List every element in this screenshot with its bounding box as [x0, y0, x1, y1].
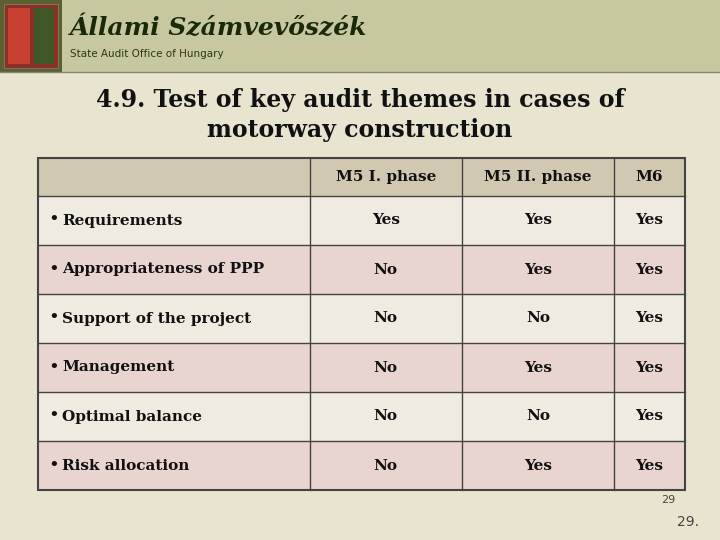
Bar [38, 441, 685, 490]
Text: •: • [48, 359, 59, 376]
Text: Support of the project: Support of the project [62, 312, 251, 326]
Text: No: No [526, 409, 550, 423]
Text: •: • [48, 212, 59, 230]
Text: Yes: Yes [636, 262, 663, 276]
Text: Yes: Yes [524, 262, 552, 276]
Text: •: • [48, 456, 59, 475]
Text: Risk allocation: Risk allocation [62, 458, 189, 472]
Bar [0, 0, 62, 72]
Bar [38, 245, 685, 294]
Text: Yes: Yes [636, 458, 663, 472]
Text: 29.: 29. [677, 515, 699, 529]
Text: Yes: Yes [524, 213, 552, 227]
Text: Yes: Yes [636, 409, 663, 423]
Text: •: • [48, 408, 59, 426]
Text: 4.9. Test of key audit themes in cases of: 4.9. Test of key audit themes in cases o… [96, 88, 624, 112]
Text: Yes: Yes [636, 312, 663, 326]
Text: Yes: Yes [636, 361, 663, 375]
Text: No: No [374, 458, 397, 472]
Text: M6: M6 [636, 170, 663, 184]
Text: No: No [374, 361, 397, 375]
Text: Yes: Yes [524, 361, 552, 375]
Bar [38, 343, 685, 392]
Bar [38, 294, 685, 343]
Text: Yes: Yes [372, 213, 400, 227]
Bar [38, 158, 685, 196]
Text: •: • [48, 260, 59, 279]
Text: 29: 29 [661, 495, 675, 505]
Bar [38, 158, 685, 490]
Text: Requirements: Requirements [62, 213, 182, 227]
Text: No: No [374, 262, 397, 276]
Text: No: No [374, 409, 397, 423]
Text: Management: Management [62, 361, 174, 375]
Text: No: No [526, 312, 550, 326]
Text: State Audit Office of Hungary: State Audit Office of Hungary [70, 49, 224, 59]
Text: Optimal balance: Optimal balance [62, 409, 202, 423]
Text: Appropriateness of PPP: Appropriateness of PPP [62, 262, 264, 276]
Bar [38, 158, 685, 490]
Text: No: No [374, 312, 397, 326]
Bar [38, 392, 685, 441]
Bar [0, 0, 720, 72]
Bar [8, 8, 30, 64]
Text: Állami Számvevőszék: Állami Számvevőszék [70, 16, 367, 40]
Text: M5 II. phase: M5 II. phase [484, 170, 592, 184]
Text: Yes: Yes [636, 213, 663, 227]
Bar [4, 4, 58, 68]
Bar [34, 8, 54, 64]
Text: Yes: Yes [524, 458, 552, 472]
Text: M5 I. phase: M5 I. phase [336, 170, 436, 184]
Bar [38, 196, 685, 245]
Text: motorway construction: motorway construction [207, 118, 513, 142]
Text: •: • [48, 309, 59, 327]
